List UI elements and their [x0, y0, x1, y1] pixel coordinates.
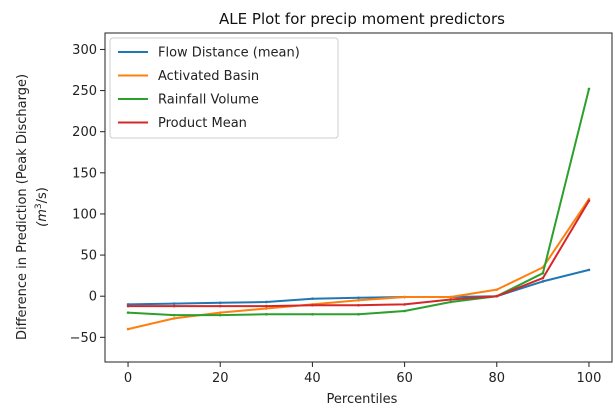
y-axis-label-line2: (m3/s): [34, 187, 50, 227]
axis-ticks: 0 20 40 60 80 100 −50 0 50 100 150 200 250 300: [70, 43, 602, 386]
x-axis-label: Percentiles: [327, 392, 398, 407]
data-point: [403, 309, 406, 313]
data-point: [403, 295, 406, 299]
data-point: [541, 276, 545, 280]
data-point: [403, 303, 406, 306]
data-point: [587, 87, 591, 91]
data-point: [357, 299, 360, 302]
data-point: [126, 304, 130, 308]
data-point: [126, 311, 130, 314]
data-point: [265, 307, 268, 310]
data-point: [357, 296, 360, 300]
series-lines: [126, 87, 591, 331]
legend: Flow Distance (mean) Activated Basin Rainf…: [109, 37, 339, 139]
data-point: [587, 268, 591, 272]
x-tick-label: 80: [488, 371, 505, 386]
y-tick-label: 300: [72, 43, 97, 58]
legend-label: Product Mean: [158, 116, 247, 131]
legend-box: [109, 37, 339, 139]
data-point: [265, 300, 268, 304]
data-point: [265, 312, 268, 316]
y-axis-label-line1: Difference in Prediction (Peak Discharge…: [15, 74, 30, 340]
data-point: [311, 297, 314, 300]
data-point: [218, 311, 222, 314]
legend-label: Flow Distance (mean): [158, 46, 300, 61]
data-point: [495, 294, 499, 298]
series-line-product-mean: [127, 199, 590, 308]
data-point: [311, 303, 314, 307]
data-point: [218, 301, 222, 305]
x-tick-label: 0: [124, 371, 132, 386]
y-tick-label: 50: [80, 249, 97, 264]
y-tick-label: 250: [72, 84, 97, 99]
x-tick-label: 40: [304, 371, 321, 386]
data-point: [541, 271, 545, 275]
data-point: [587, 199, 591, 203]
data-point: [449, 298, 452, 301]
chart-title: ALE Plot for precip moment predictors: [219, 10, 505, 28]
data-point: [172, 302, 176, 305]
data-point: [541, 280, 545, 283]
data-point: [449, 300, 452, 304]
data-point: [357, 303, 360, 307]
data-point: [218, 304, 222, 308]
data-point: [172, 304, 176, 308]
y-tick-label: −50: [70, 331, 97, 346]
data-point: [495, 288, 499, 291]
data-point: [172, 317, 176, 320]
x-tick-label: 60: [396, 371, 413, 386]
y-tick-label: 200: [72, 125, 97, 140]
x-tick-label: 100: [577, 371, 602, 386]
data-point: [265, 304, 268, 308]
x-tick-label: 20: [212, 371, 229, 386]
series-line-activated-basin: [127, 198, 590, 331]
data-point: [218, 313, 222, 317]
data-point: [126, 327, 130, 331]
data-point: [449, 295, 452, 299]
axes-frame: [104, 32, 613, 363]
y-tick-label: 100: [72, 207, 97, 222]
legend-label: Activated Basin: [158, 69, 259, 84]
data-point: [357, 312, 360, 316]
legend-label: Rainfall Volume: [158, 93, 259, 108]
y-tick-label: 0: [89, 290, 97, 305]
plot-frame: [104, 32, 613, 363]
data-point: [172, 313, 176, 317]
data-point: [311, 312, 314, 316]
y-tick-label: 150: [72, 166, 97, 181]
